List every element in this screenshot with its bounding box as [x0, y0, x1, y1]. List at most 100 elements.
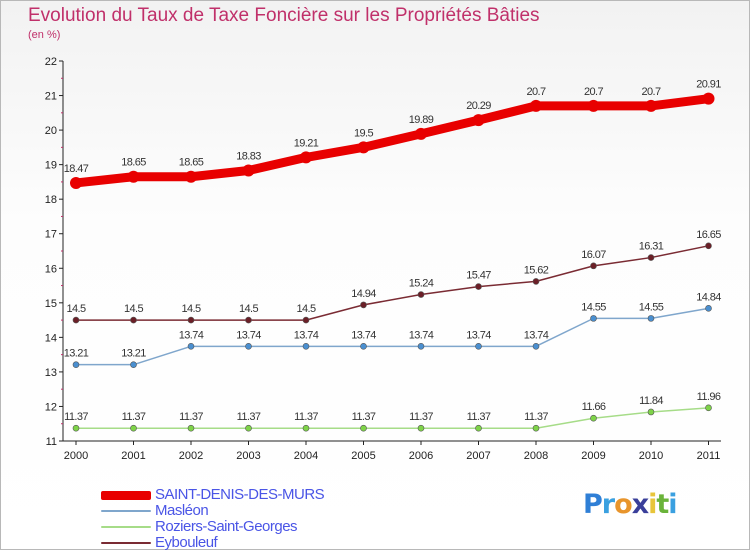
data-point — [130, 424, 137, 432]
data-point — [302, 316, 310, 324]
data-point — [417, 424, 425, 432]
x-tick-label: 2005 — [351, 450, 375, 462]
y-tick-label: 16 — [45, 263, 57, 275]
series-line — [75, 307, 710, 366]
data-label: 19.21 — [294, 137, 319, 149]
logo-letter: i — [648, 489, 657, 520]
data-label: 11.37 — [64, 411, 88, 423]
data-label: 13.74 — [466, 329, 491, 341]
y-tick-label: 11 — [46, 436, 57, 448]
series-saint-denis-des-murs: 18.47 18.65 18.65 18.83 19.21 19.5 19.89 20.29 2… — [64, 79, 722, 189]
data-label: 11.37 — [294, 411, 318, 423]
data-point — [645, 99, 657, 112]
data-label: 18.65 — [179, 157, 204, 169]
logo-letter: x — [631, 489, 649, 520]
data-label: 18.47 — [64, 163, 89, 175]
data-label: 20.7 — [526, 86, 545, 98]
x-tick-label: 2007 — [466, 450, 490, 462]
data-point — [72, 316, 80, 324]
data-point — [360, 301, 367, 309]
y-tick-label: 15 — [45, 298, 57, 310]
data-label: 11.37 — [352, 411, 376, 423]
data-label: 14.5 — [296, 303, 315, 315]
data-label: 13.74 — [524, 329, 549, 341]
y-tick-label: 19 — [45, 160, 57, 172]
data-point — [357, 141, 370, 154]
x-tick-label: 2008 — [524, 450, 548, 462]
data-label: 13.74 — [294, 329, 319, 341]
y-tick-label: 22 — [45, 56, 57, 68]
data-label: 19.89 — [409, 114, 434, 126]
data-label: 20.29 — [466, 100, 491, 112]
data-point — [530, 99, 542, 112]
data-label: 11.66 — [582, 401, 606, 413]
legend-swatch — [101, 542, 151, 544]
series-layer: 11.37 11.37 11.37 11.37 11.37 11.37 11.37 11.37… — [64, 79, 722, 432]
data-point — [360, 424, 367, 432]
data-point — [130, 316, 137, 324]
y-tick-label: 12 — [45, 401, 57, 413]
data-label: 20.91 — [696, 79, 721, 91]
data-point — [702, 92, 715, 105]
series-masl-on: 13.21 13.21 13.74 13.74 13.74 13.74 13.74 13.74… — [64, 291, 722, 368]
data-point — [72, 361, 80, 368]
data-label: 13.74 — [409, 329, 434, 341]
legend-swatch — [101, 510, 151, 512]
data-point — [187, 424, 195, 432]
data-point — [72, 424, 80, 432]
y-tick-label: 18 — [45, 194, 57, 206]
data-point — [475, 283, 482, 290]
legend-swatch — [101, 526, 151, 528]
data-point — [302, 424, 310, 432]
unit-label: (en %) — [28, 29, 61, 41]
data-point — [70, 176, 82, 189]
data-label: 13.74 — [351, 329, 376, 341]
data-point — [587, 99, 600, 112]
logo-letter: r — [601, 489, 615, 520]
logo-letter: P — [583, 489, 603, 520]
data-point — [185, 170, 197, 183]
data-label: 15.24 — [409, 278, 434, 290]
logo-letter: i — [668, 489, 677, 520]
data-label: 16.65 — [696, 229, 721, 241]
data-point — [590, 414, 597, 422]
series-eybouleuf: 14.5 14.5 14.5 14.5 14.5 14.94 15.24 15.47 15.62… — [66, 229, 722, 324]
data-point — [127, 170, 140, 183]
logo-letter: o — [614, 489, 633, 520]
data-label: 14.55 — [639, 301, 664, 313]
data-point — [475, 343, 482, 350]
data-point — [532, 343, 540, 350]
data-label: 14.5 — [239, 303, 258, 315]
data-point — [415, 127, 427, 140]
y-tick-label: 17 — [45, 229, 57, 241]
data-label: 13.74 — [179, 329, 204, 341]
data-label: 11.37 — [122, 411, 146, 423]
data-label: 18.83 — [236, 151, 261, 163]
logo-letter: t — [656, 489, 669, 520]
data-point — [130, 361, 137, 368]
data-label: 14.5 — [124, 303, 143, 315]
data-point — [647, 315, 655, 322]
data-point — [360, 343, 367, 350]
data-point — [417, 343, 425, 350]
legend-swatch — [101, 491, 151, 500]
data-point — [417, 291, 425, 298]
data-label: 18.65 — [121, 157, 146, 169]
data-point — [187, 316, 195, 324]
data-label: 16.07 — [581, 249, 606, 261]
data-label: 14.5 — [181, 303, 200, 315]
data-point — [532, 424, 540, 432]
data-label: 15.62 — [524, 264, 549, 276]
series-line — [75, 407, 710, 429]
series-line — [75, 245, 710, 321]
data-point — [187, 343, 195, 350]
x-tick-label: 2000 — [64, 450, 88, 462]
data-point — [590, 315, 597, 322]
y-tick-label: 14 — [45, 332, 57, 344]
data-label: 11.37 — [467, 411, 491, 423]
data-point — [705, 242, 712, 250]
data-point — [705, 305, 712, 312]
data-label: 11.84 — [639, 395, 663, 407]
x-tick-label: 2009 — [581, 450, 605, 462]
